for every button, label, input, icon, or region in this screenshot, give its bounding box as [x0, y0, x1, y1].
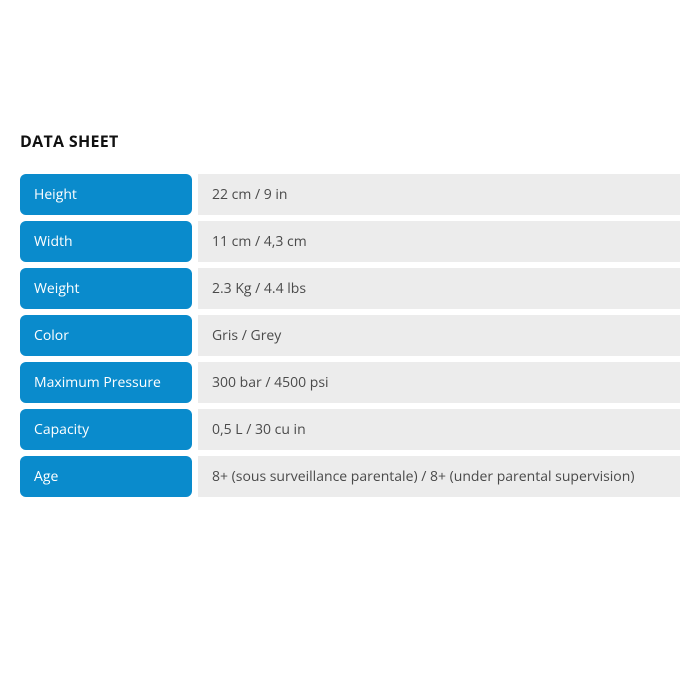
- spec-label: Capacity: [20, 409, 192, 450]
- spec-value: 11 cm / 4,3 cm: [198, 221, 680, 262]
- spec-label: Age: [20, 456, 192, 497]
- spec-value: 8+ (sous surveillance parentale) / 8+ (u…: [198, 456, 680, 497]
- spec-value: 0,5 L / 30 cu in: [198, 409, 680, 450]
- table-row: Age 8+ (sous surveillance parentale) / 8…: [20, 456, 680, 497]
- page-title: DATA SHEET: [20, 130, 680, 152]
- spec-value: 300 bar / 4500 psi: [198, 362, 680, 403]
- table-row: Weight 2.3 Kg / 4.4 lbs: [20, 268, 680, 309]
- table-row: Maximum Pressure 300 bar / 4500 psi: [20, 362, 680, 403]
- spec-label: Width: [20, 221, 192, 262]
- spec-label: Height: [20, 174, 192, 215]
- spec-label: Color: [20, 315, 192, 356]
- table-row: Height 22 cm / 9 in: [20, 174, 680, 215]
- table-row: Width 11 cm / 4,3 cm: [20, 221, 680, 262]
- spec-value: Gris / Grey: [198, 315, 680, 356]
- data-sheet-table: Height 22 cm / 9 in Width 11 cm / 4,3 cm…: [20, 174, 680, 497]
- spec-value: 22 cm / 9 in: [198, 174, 680, 215]
- table-row: Color Gris / Grey: [20, 315, 680, 356]
- table-row: Capacity 0,5 L / 30 cu in: [20, 409, 680, 450]
- spec-label: Weight: [20, 268, 192, 309]
- spec-value: 2.3 Kg / 4.4 lbs: [198, 268, 680, 309]
- spec-label: Maximum Pressure: [20, 362, 192, 403]
